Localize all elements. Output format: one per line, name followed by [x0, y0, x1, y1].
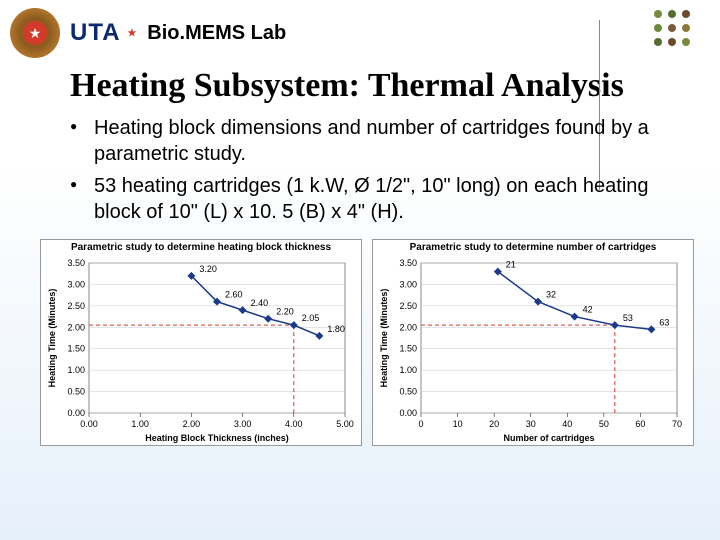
decor-dot — [654, 24, 662, 32]
svg-text:42: 42 — [583, 305, 593, 315]
decor-dots — [654, 10, 690, 52]
svg-text:Heating Time (Minutes): Heating Time (Minutes) — [47, 289, 57, 388]
decor-dot — [682, 24, 690, 32]
svg-text:0.50: 0.50 — [67, 387, 85, 397]
uta-logo: UTA ★ — [70, 19, 137, 47]
chart-thickness-svg: 0.00 0.50 1.00 1.50 2.00 2.50 3.00 3.50 0.00 1.00… — [41, 255, 361, 445]
svg-text:1.50: 1.50 — [67, 344, 85, 354]
svg-text:20: 20 — [489, 419, 499, 429]
svg-text:3.00: 3.00 — [234, 419, 252, 429]
svg-text:1.00: 1.00 — [399, 365, 417, 375]
svg-text:2.50: 2.50 — [399, 301, 417, 311]
svg-text:2.50: 2.50 — [67, 301, 85, 311]
decor-dot — [682, 10, 690, 18]
biomems-lab-text: Bio.MEMS Lab — [147, 22, 286, 45]
decor-dot — [668, 38, 676, 46]
svg-text:1.00: 1.00 — [131, 419, 149, 429]
svg-text:3.20: 3.20 — [199, 264, 217, 274]
svg-text:63: 63 — [659, 318, 669, 328]
bullet-list: Heating block dimensions and number of c… — [0, 115, 720, 239]
svg-text:2.05: 2.05 — [302, 313, 320, 323]
svg-text:1.50: 1.50 — [399, 344, 417, 354]
svg-text:3.00: 3.00 — [67, 280, 85, 290]
decor-dot — [654, 38, 662, 46]
star-icon: ★ — [29, 25, 42, 42]
svg-text:50: 50 — [599, 419, 609, 429]
svg-text:0: 0 — [418, 419, 423, 429]
svg-text:3.50: 3.50 — [399, 258, 417, 268]
chart-thickness: Parametric study to determine heating bl… — [40, 239, 362, 446]
bullet-item: Heating block dimensions and number of c… — [70, 115, 690, 167]
university-seal: ★ — [10, 8, 60, 58]
svg-text:Number of cartridges: Number of cartridges — [503, 433, 594, 443]
svg-text:60: 60 — [635, 419, 645, 429]
svg-text:30: 30 — [526, 419, 536, 429]
svg-text:2.00: 2.00 — [67, 322, 85, 332]
svg-text:Heating Time (Minutes): Heating Time (Minutes) — [379, 289, 389, 388]
svg-text:32: 32 — [546, 290, 556, 300]
uta-star-icon: ★ — [127, 28, 137, 39]
svg-text:1.80: 1.80 — [327, 324, 345, 334]
svg-text:2.20: 2.20 — [276, 307, 294, 317]
decor-dot — [654, 10, 662, 18]
svg-text:21: 21 — [506, 260, 516, 270]
chart-cartridges: Parametric study to determine number of … — [372, 239, 694, 446]
uta-text: UTA — [70, 19, 120, 46]
chart-title: Parametric study to determine number of … — [373, 240, 693, 255]
svg-text:10: 10 — [453, 419, 463, 429]
svg-text:0.00: 0.00 — [80, 419, 98, 429]
charts-row: Parametric study to determine heating bl… — [0, 239, 720, 446]
bullet-item: 53 heating cartridges (1 k.W, Ø 1/2", 10… — [70, 173, 690, 225]
svg-text:4.00: 4.00 — [285, 419, 303, 429]
svg-text:40: 40 — [562, 419, 572, 429]
svg-text:3.50: 3.50 — [67, 258, 85, 268]
svg-text:3.00: 3.00 — [399, 280, 417, 290]
decor-dot — [668, 10, 676, 18]
decor-dot — [668, 24, 676, 32]
svg-text:Heating Block Thickness (inche: Heating Block Thickness (inches) — [145, 433, 289, 443]
chart-title: Parametric study to determine heating bl… — [41, 240, 361, 255]
svg-text:2.60: 2.60 — [225, 290, 243, 300]
svg-text:2.40: 2.40 — [251, 298, 269, 308]
page-title: Heating Subsystem: Thermal Analysis — [0, 62, 720, 115]
svg-text:1.00: 1.00 — [67, 365, 85, 375]
svg-text:0.00: 0.00 — [399, 408, 417, 418]
svg-text:0.50: 0.50 — [399, 387, 417, 397]
svg-text:2.00: 2.00 — [399, 322, 417, 332]
svg-text:70: 70 — [672, 419, 682, 429]
svg-text:53: 53 — [623, 313, 633, 323]
svg-text:5.00: 5.00 — [336, 419, 354, 429]
header: ★ UTA ★ Bio.MEMS Lab — [0, 0, 720, 62]
svg-text:2.00: 2.00 — [183, 419, 201, 429]
chart-cartridges-svg: 0.00 0.50 1.00 1.50 2.00 2.50 3.00 3.50 0 10 20 30 4… — [373, 255, 693, 445]
svg-text:0.00: 0.00 — [67, 408, 85, 418]
decor-dot — [682, 38, 690, 46]
